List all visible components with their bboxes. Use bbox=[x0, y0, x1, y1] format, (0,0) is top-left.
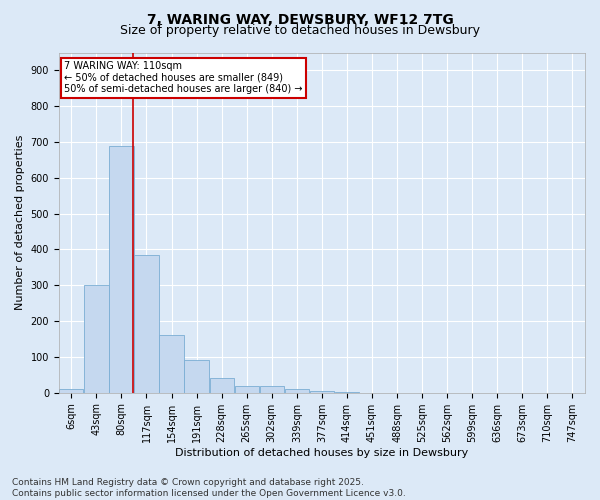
Bar bbox=[160, 336, 184, 392]
Text: Size of property relative to detached houses in Dewsbury: Size of property relative to detached ho… bbox=[120, 24, 480, 37]
Bar bbox=[59, 389, 83, 392]
Bar bbox=[310, 391, 334, 392]
Bar bbox=[134, 255, 158, 392]
Text: 7 WARING WAY: 110sqm
← 50% of detached houses are smaller (849)
50% of semi-deta: 7 WARING WAY: 110sqm ← 50% of detached h… bbox=[64, 61, 302, 94]
Text: 7, WARING WAY, DEWSBURY, WF12 7TG: 7, WARING WAY, DEWSBURY, WF12 7TG bbox=[146, 12, 454, 26]
Bar bbox=[184, 360, 209, 392]
X-axis label: Distribution of detached houses by size in Dewsbury: Distribution of detached houses by size … bbox=[175, 448, 469, 458]
Y-axis label: Number of detached properties: Number of detached properties bbox=[15, 135, 25, 310]
Text: Contains HM Land Registry data © Crown copyright and database right 2025.
Contai: Contains HM Land Registry data © Crown c… bbox=[12, 478, 406, 498]
Bar bbox=[109, 146, 134, 392]
Bar bbox=[260, 386, 284, 392]
Bar bbox=[235, 386, 259, 392]
Bar bbox=[84, 286, 109, 393]
Bar bbox=[209, 378, 234, 392]
Bar bbox=[284, 389, 309, 392]
